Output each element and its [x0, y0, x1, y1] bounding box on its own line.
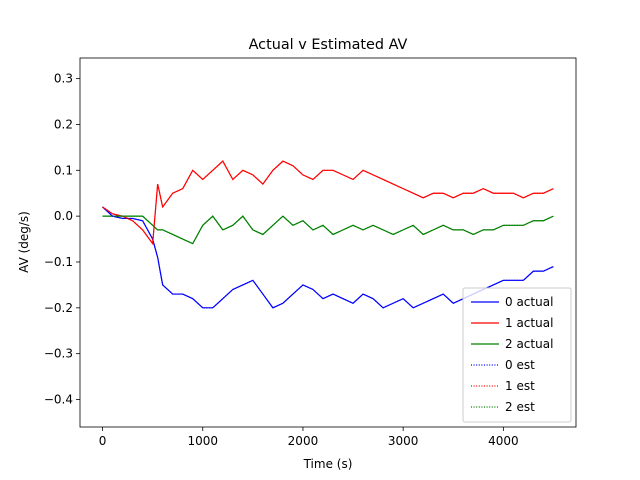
- x-tick-label: 2000: [288, 434, 319, 448]
- x-tick-label: 3000: [388, 434, 419, 448]
- legend-label: 0 actual: [505, 295, 553, 309]
- x-tick-label: 1000: [187, 434, 218, 448]
- legend: 0 actual 1 actual 2 actual 0 est 1 est 2 est: [462, 287, 572, 423]
- y-axis: −0.4 −0.3 −0.2 −0.1 0.0 0.1 0.2 0.3: [44, 72, 80, 406]
- y-tick-label: 0.0: [54, 209, 73, 223]
- x-tick-label: 0: [99, 434, 107, 448]
- x-axis: 0 1000 2000 3000 4000: [99, 427, 519, 448]
- axes-frame: [79, 57, 577, 428]
- y-tick-label: 0.1: [54, 163, 73, 177]
- y-tick-label: −0.2: [44, 301, 73, 315]
- series-line-1-est: [102, 160, 554, 246]
- y-tick-label: −0.1: [44, 255, 73, 269]
- legend-label: 1 actual: [505, 316, 553, 330]
- y-tick-label: 0.3: [54, 72, 73, 86]
- x-axis-label: Time (s): [303, 457, 353, 471]
- legend-box: [462, 287, 572, 423]
- y-tick-label: 0.2: [54, 117, 73, 131]
- y-tick-label: −0.3: [44, 347, 73, 361]
- legend-label: 2 est: [505, 400, 535, 414]
- series-line-2-est: [102, 215, 554, 245]
- legend-label: 1 est: [505, 379, 535, 393]
- legend-label: 2 actual: [505, 337, 553, 351]
- y-tick-label: −0.4: [44, 392, 73, 406]
- y-axis-label: AV (deg/s): [17, 211, 31, 273]
- legend-label: 0 est: [505, 358, 535, 372]
- chart-title: Actual v Estimated AV: [249, 37, 408, 53]
- x-tick-label: 4000: [488, 434, 519, 448]
